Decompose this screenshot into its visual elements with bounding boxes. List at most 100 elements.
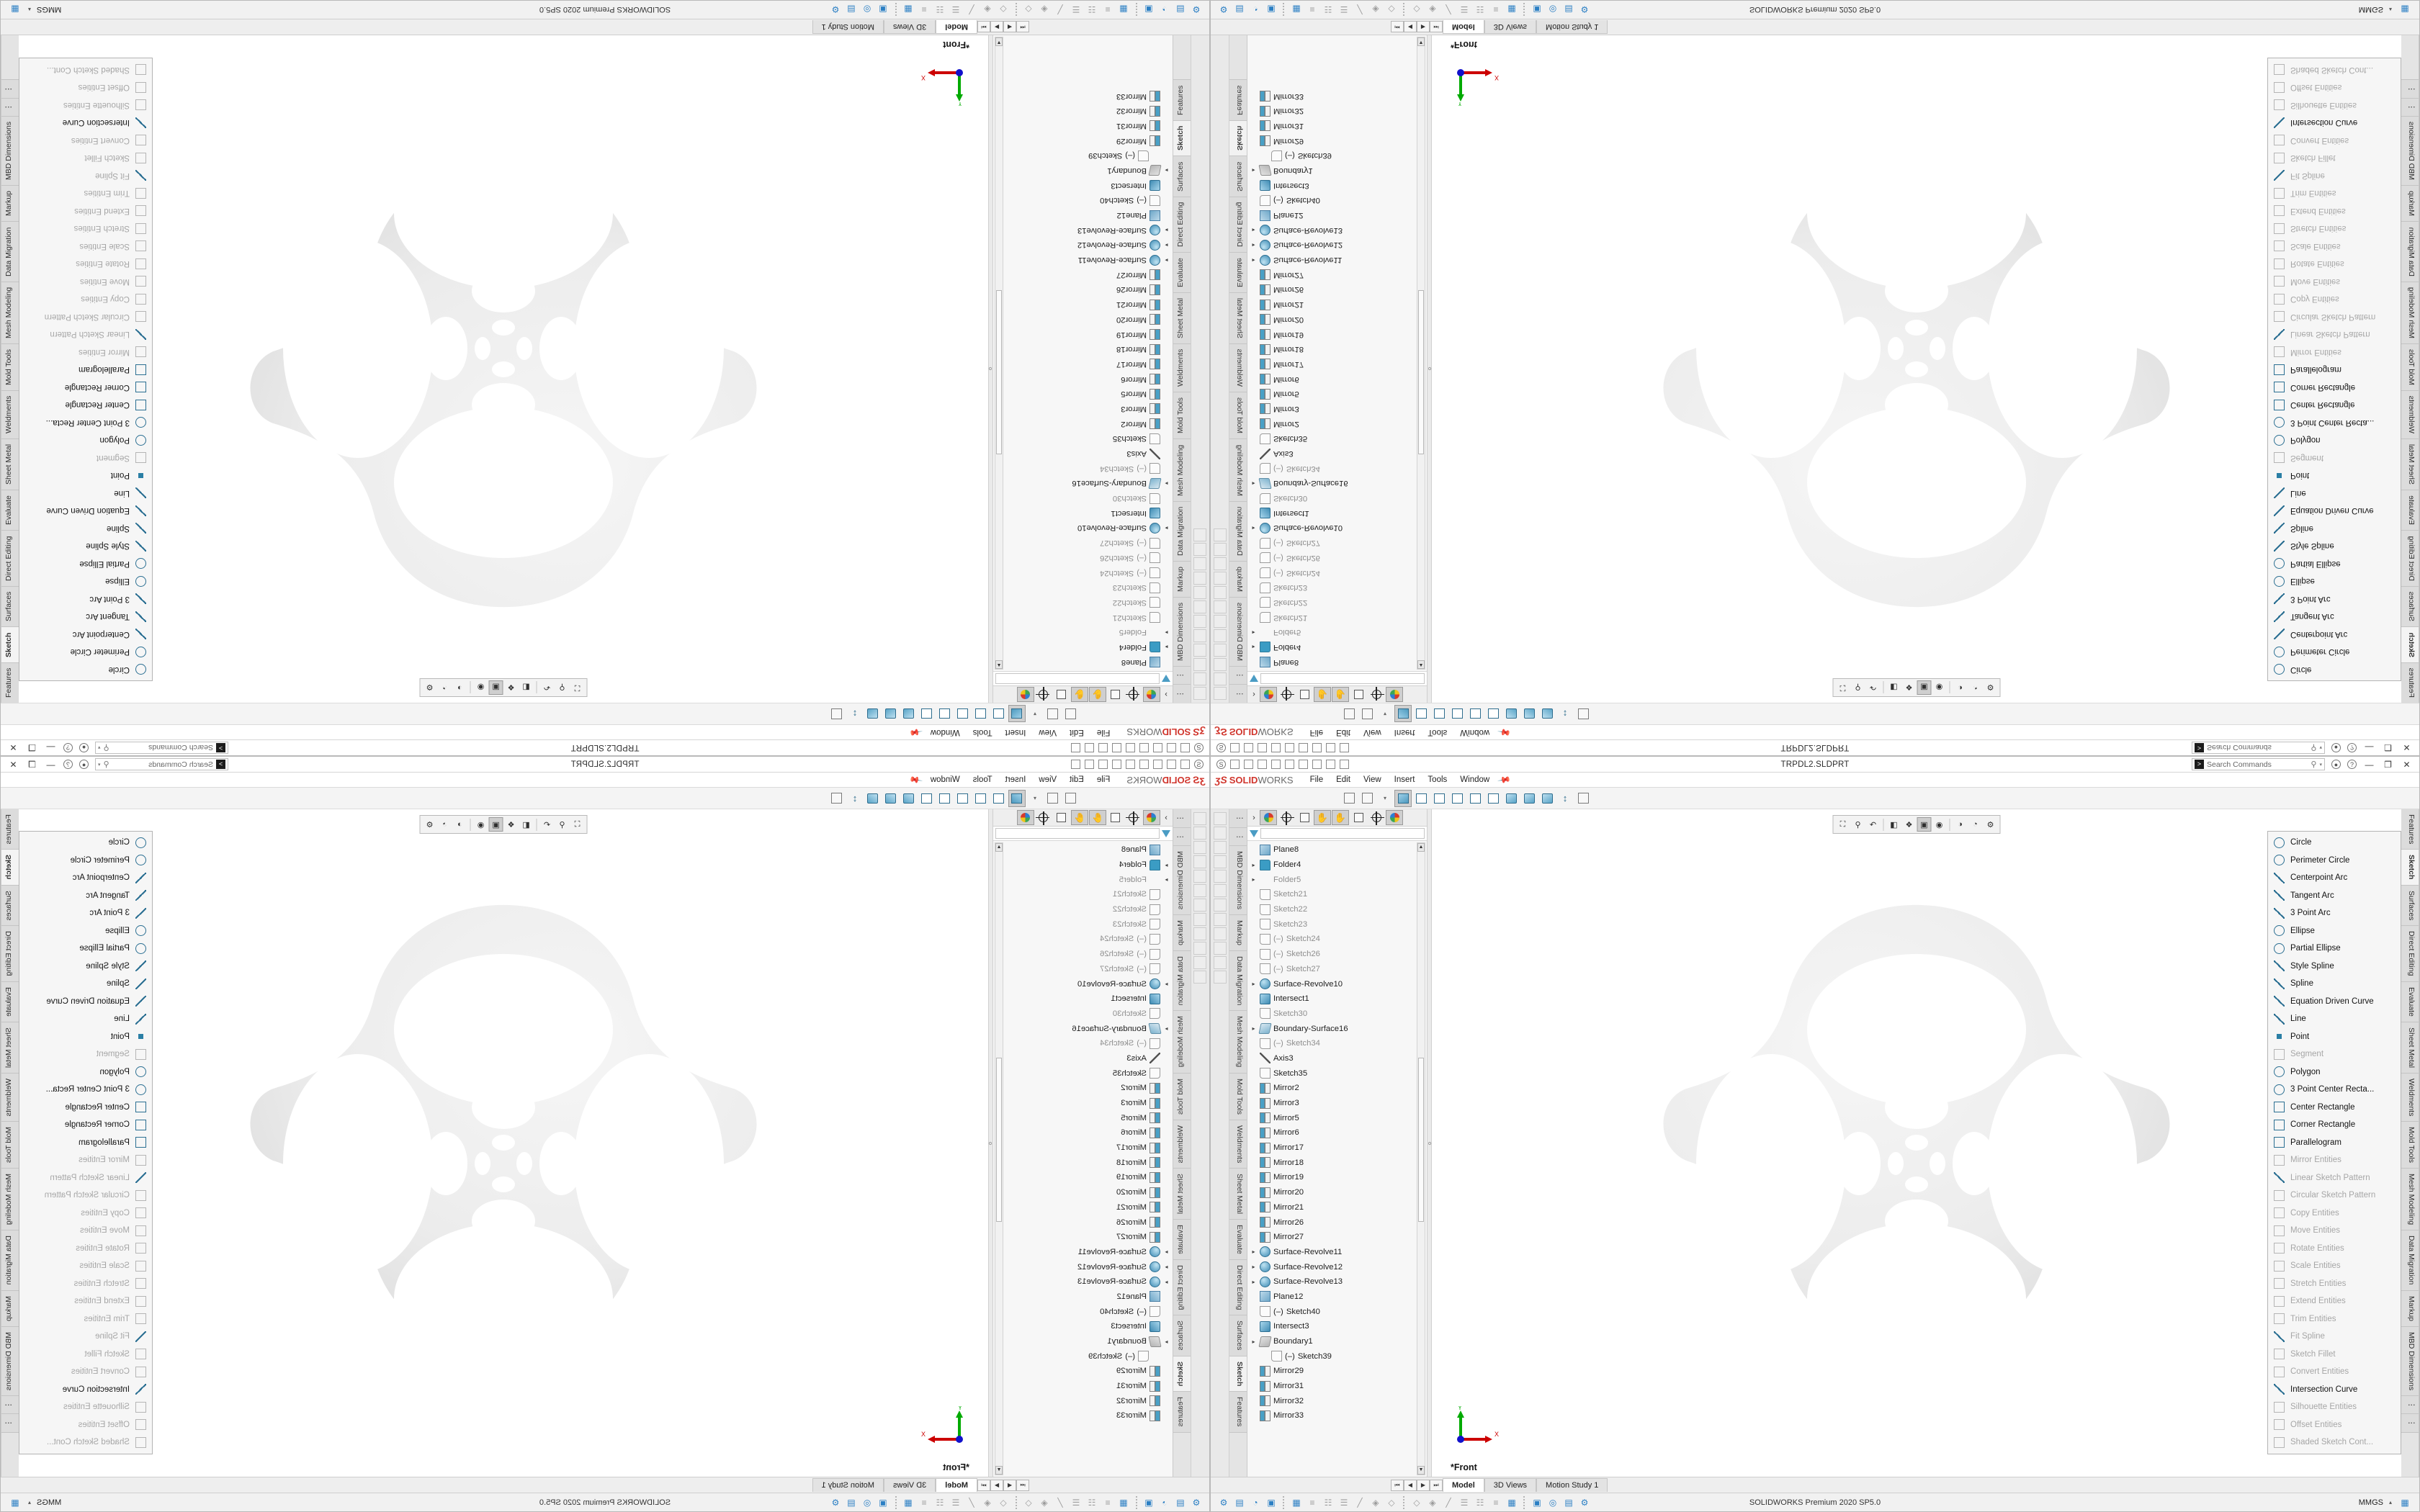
dropdown-caret-icon[interactable]: ▾ [1383, 711, 1386, 717]
list2-icon[interactable]: ☰ [1460, 1497, 1469, 1508]
expand-arrow-icon[interactable]: ▸ [1165, 861, 1168, 868]
restore-button[interactable]: ❐ [28, 742, 36, 753]
chart2-icon[interactable]: ▦ [1507, 1497, 1516, 1508]
file-properties-icon[interactable] [1326, 760, 1335, 769]
align2-icon[interactable]: ≡ [921, 4, 927, 15]
tree-item[interactable]: Mirror5 [993, 1110, 1170, 1125]
mass-props-icon[interactable]: ▣ [1144, 1497, 1153, 1508]
expand-arrow-icon[interactable]: ▸ [1165, 167, 1168, 174]
list-icon[interactable]: ☰ [1340, 1497, 1348, 1508]
last-tab-button[interactable]: ⏭ [977, 1479, 990, 1491]
list2-icon[interactable]: ☰ [951, 4, 960, 15]
rebuild-icon[interactable] [1044, 790, 1062, 807]
menu-item-file[interactable]: File [1096, 775, 1111, 784]
rail-icon-12[interactable] [1193, 971, 1207, 984]
mass-props-icon[interactable]: ▣ [1267, 4, 1276, 15]
flyout-item-parallelogram-icon[interactable]: Parallelogram [19, 361, 152, 379]
view-orientation-icon[interactable]: ❖ [1905, 820, 1913, 829]
tree-item[interactable]: (–) Sketch39 [993, 1349, 1170, 1364]
scroll-up-arrow[interactable]: ▲ [995, 843, 1003, 852]
tree-item[interactable]: Mirror18 [993, 1155, 1170, 1170]
rebuild-status-icon[interactable]: ▣ [1533, 4, 1541, 15]
first-tab-button[interactable]: ⏮ [1391, 21, 1404, 33]
previous-view-icon[interactable]: ↶ [543, 683, 551, 692]
tree-item[interactable]: Mirror21 [1250, 1200, 1427, 1215]
restore-button[interactable]: ❐ [2384, 759, 2392, 770]
tab-model[interactable]: Model [936, 20, 977, 34]
tree-item[interactable]: ▸ Surface-Revolve10 [993, 976, 1170, 991]
view-settings-icon[interactable] [1574, 790, 1592, 807]
hidden-lines-removed-icon[interactable] [954, 706, 972, 723]
tree-item[interactable]: Plane8 [993, 842, 1170, 858]
appearances-tab[interactable] [1350, 810, 1367, 825]
layer3-icon[interactable]: ◇ [1413, 1497, 1420, 1508]
tab-model[interactable]: Model [1443, 1478, 1484, 1492]
command-tab-mbd-dimensions[interactable]: MBD Dimensions [1, 1326, 19, 1396]
rail-icon-9[interactable] [1193, 927, 1207, 940]
shaded-icon[interactable] [1484, 790, 1502, 807]
command-tab--[interactable]: ⋮ [2401, 97, 2419, 117]
rail-icon-11[interactable] [1193, 543, 1207, 556]
tree-item[interactable]: Mirror31 [993, 119, 1170, 134]
pencil2-icon[interactable]: ╱ [969, 1497, 974, 1508]
command-tab-features[interactable]: Features [1, 809, 19, 850]
perspective-icon[interactable] [1502, 790, 1520, 807]
rail-icon-9[interactable] [1213, 927, 1227, 940]
search-dropdown-icon[interactable]: ▾ [98, 744, 101, 750]
command-tab-direct-editing[interactable]: Direct Editing [1, 926, 19, 982]
mass-props-icon[interactable]: ▣ [1144, 4, 1153, 15]
apply-scene-icon[interactable]: ◔ [442, 820, 447, 829]
rail-icon-1[interactable] [1213, 812, 1227, 825]
menu-item-file[interactable]: File [1309, 728, 1324, 737]
next-tab-button[interactable]: ▶ [990, 21, 1003, 33]
command-tab--[interactable]: ⋮ [2401, 1395, 2419, 1415]
pin-icon[interactable]: 📌 [1497, 772, 1512, 788]
layer2-icon[interactable]: ◇ [1025, 1497, 1032, 1508]
rail-icon-4[interactable] [1193, 855, 1207, 868]
feature-tree-tab[interactable] [1278, 687, 1295, 702]
tree-item[interactable]: Mirror2 [993, 416, 1170, 431]
layer2-icon[interactable]: ◇ [1388, 1497, 1395, 1508]
dimxpert-tab[interactable]: ✋ [1071, 810, 1088, 825]
graphics-viewport[interactable]: ⛶ ⚲ ↶ ◧ ❖ ▣ ◉ ◑ ◔ ⚙ [19, 35, 988, 703]
menu-item-view[interactable]: View [1039, 775, 1057, 784]
expand-arrow-icon[interactable]: ▸ [1252, 524, 1255, 531]
print-icon[interactable] [1271, 743, 1281, 752]
window-quadrant-bottom-right[interactable]: S TRPDL2.SLDPRT > Search Commands ⚲ ▾ ● … [1210, 756, 2420, 1512]
command-tab-features[interactable]: Features [2401, 809, 2419, 850]
command-tab-markup[interactable]: Markup [1, 1290, 19, 1327]
magnifier-icon[interactable]: ⚲ [2311, 760, 2317, 769]
tree-item[interactable]: Mirror31 [1250, 119, 1427, 134]
section-view-icon[interactable]: ◧ [1890, 820, 1898, 829]
previous-tab-button[interactable]: ◀ [1404, 1479, 1417, 1491]
flyout-item-circle-icon[interactable]: Circle [2268, 661, 2401, 679]
flyout-item-three-point-center-rectangle-icon[interactable]: 3 Point Center Recta... [19, 1081, 152, 1099]
rail-icon-12[interactable] [1213, 971, 1227, 984]
help-icon[interactable]: ? [2347, 760, 2357, 769]
magnifier-icon[interactable]: ⚲ [103, 743, 109, 752]
tree-item[interactable]: ▸ Folder4 [1250, 640, 1427, 655]
rail-icon-5[interactable] [1193, 629, 1207, 642]
zoom-to-area-icon[interactable]: ⚲ [559, 683, 565, 692]
rail-icon-8[interactable] [1193, 913, 1207, 926]
flyout-item-perimeter-circle-icon[interactable]: Perimeter Circle [19, 852, 152, 870]
flyout-item-center-rectangle-icon[interactable]: Center Rectangle [2268, 396, 2401, 414]
tree-item[interactable]: ▸ Folder5 [1250, 625, 1427, 640]
tree-item[interactable]: ▸ Surface-Revolve12 [1250, 1259, 1427, 1274]
close-button[interactable]: ✕ [9, 759, 17, 770]
expand-arrow-icon[interactable]: ▸ [1252, 227, 1255, 234]
tree-item[interactable]: ▸ Boundary-Surface16 [993, 476, 1170, 491]
tree-item[interactable]: Axis3 [1250, 1051, 1427, 1066]
command-tab--[interactable]: ⋮ [1, 97, 19, 117]
rail-icon-11[interactable] [1213, 956, 1227, 969]
section-view-icon[interactable]: ◧ [522, 683, 530, 692]
flyout-item-corner-rectangle-icon[interactable]: Corner Rectangle [2268, 379, 2401, 397]
document-props-icon[interactable]: ▤ [1235, 4, 1244, 15]
menu-item-insert[interactable]: Insert [1394, 728, 1415, 737]
view-settings-icon[interactable] [1574, 706, 1592, 723]
tree-item[interactable]: Mirror21 [993, 297, 1170, 312]
command-tab-evaluate[interactable]: Evaluate [2401, 981, 2419, 1022]
tree-item[interactable]: Mirror33 [1250, 89, 1427, 104]
first-tab-button[interactable]: ⏮ [1391, 1479, 1404, 1491]
save-icon[interactable] [1062, 706, 1080, 723]
